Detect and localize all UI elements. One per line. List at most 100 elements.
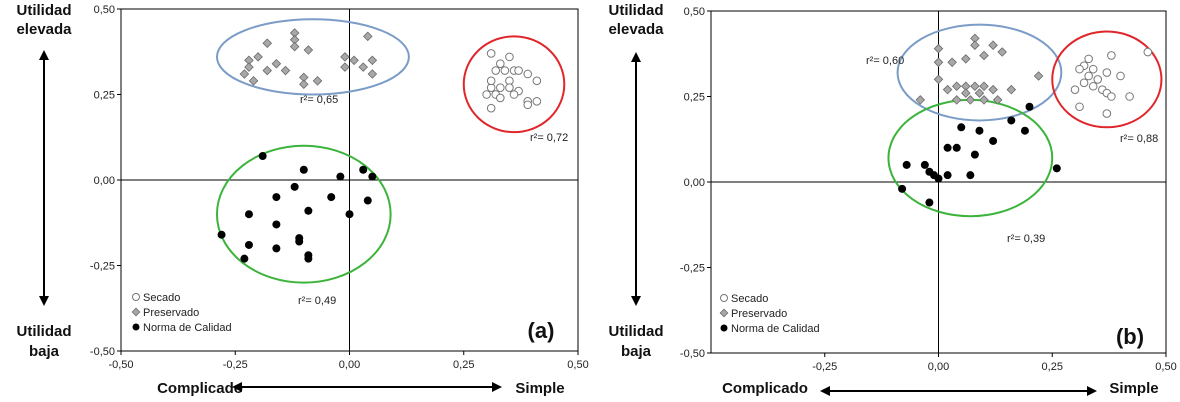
cluster-ellipse (462, 35, 566, 134)
point-norma-de-calidad (952, 143, 961, 152)
point-preservado (933, 57, 944, 68)
point-preservado (961, 54, 971, 64)
point-preservado (1033, 71, 1044, 81)
complexity-arrow-head-left (232, 382, 242, 392)
y-label-bottom-line2: baja (621, 343, 652, 360)
x-tick-label: 0,00 (339, 359, 360, 371)
point-norma-de-calidad (925, 167, 934, 176)
point-norma-de-calidad (943, 143, 952, 152)
point-norma-de-calidad (975, 126, 984, 135)
point-secado (532, 76, 542, 86)
point-secado (1107, 92, 1116, 101)
r2-label: r²= 0,39 (1007, 233, 1045, 245)
point-norma-de-calidad (363, 196, 372, 205)
x-label-left: Complicado (157, 380, 243, 397)
point-norma-de-calidad (272, 244, 281, 253)
point-preservado (340, 62, 350, 72)
legend-marker-secado (720, 294, 728, 302)
point-preservado (271, 58, 282, 69)
x-tick-label: 0,25 (1042, 361, 1063, 373)
x-tick-label: 0,50 (1155, 361, 1176, 373)
point-secado (532, 97, 542, 106)
y-label-top-line2: elevada (16, 21, 72, 38)
panel-a: -0,50 -0,25 0,00 0,25 0,50 -0,50 -0,25 0,00 0,25… (16, 2, 588, 397)
legend-marker-secado (132, 293, 140, 301)
point-preservado (262, 38, 273, 48)
y-label-bottom-line1: Utilidad (609, 323, 664, 340)
point-preservado (280, 65, 291, 76)
y-label-top-line2: elevada (608, 21, 664, 38)
y-tick-label: -0,25 (680, 263, 705, 275)
r2-label: r²= 0,65 (300, 94, 338, 106)
point-secado (1107, 51, 1116, 60)
point-secado (1116, 71, 1125, 81)
point-norma-de-calidad (258, 152, 267, 161)
legend-label: Secado (143, 292, 180, 304)
panel-label: (a) (528, 318, 555, 343)
utility-arrow-head-up (631, 52, 641, 62)
utility-arrow-head-down (39, 296, 49, 306)
point-norma-de-calidad (957, 123, 966, 132)
y-tick-label: 0,50 (684, 6, 705, 18)
y-tick-label: 0,50 (94, 4, 115, 16)
point-secado (1088, 64, 1098, 74)
point-norma-de-calidad (1052, 164, 1061, 173)
point-secado (1143, 47, 1153, 57)
y-label-top-line1: Utilidad (17, 2, 72, 19)
point-secado (1093, 75, 1103, 84)
point-secado (491, 66, 501, 75)
point-norma-de-calidad (934, 174, 943, 183)
point-secado (1079, 78, 1089, 88)
point-secado (1084, 54, 1093, 64)
point-preservado (299, 79, 309, 90)
r2-label: r²= 0,88 (1120, 133, 1158, 145)
legend-marker-preservado (719, 308, 729, 318)
point-secado (486, 76, 496, 86)
point-preservado (1006, 84, 1017, 95)
point-norma-de-calidad (217, 230, 226, 239)
point-norma-de-calidad (1025, 102, 1034, 111)
point-norma-de-calidad (920, 160, 929, 169)
point-preservado (947, 57, 957, 68)
legend-label: Norma de Calidad (143, 322, 232, 334)
r2-label: r²= 0,72 (530, 132, 568, 144)
point-preservado (253, 52, 263, 62)
point-preservado (248, 76, 259, 86)
panel-label: (b) (1116, 324, 1144, 349)
legend-label: Secado (731, 293, 768, 305)
cluster-ellipse (887, 98, 1054, 218)
point-norma-de-calidad (359, 165, 368, 174)
point-preservado (358, 62, 368, 72)
r2-label: r²= 0,60 (866, 55, 904, 67)
point-secado (496, 93, 505, 103)
y-tick-label: 0,25 (684, 92, 705, 104)
point-secado (496, 59, 505, 69)
point-secado (1088, 81, 1098, 91)
point-norma-de-calidad (336, 172, 345, 181)
point-norma-de-calidad (295, 237, 304, 246)
point-secado (482, 90, 491, 99)
point-secado (1102, 68, 1112, 77)
y-tick-label: 0,25 (94, 90, 115, 102)
point-norma-de-calidad (1007, 116, 1016, 125)
point-secado (505, 83, 514, 92)
point-norma-de-calidad (345, 210, 354, 219)
cluster-ellipse (215, 18, 410, 96)
y-tick-label: 0,00 (684, 177, 705, 189)
y-tick-label: -0,50 (680, 348, 705, 360)
point-norma-de-calidad (240, 254, 249, 263)
cluster-ellipse (896, 23, 1063, 122)
point-preservado (367, 55, 378, 66)
point-preservado (970, 40, 980, 50)
cluster-ellipse (215, 144, 392, 284)
point-secado (523, 69, 533, 79)
point-preservado (340, 52, 350, 62)
point-preservado (367, 69, 378, 79)
point-preservado (289, 41, 300, 52)
point-preservado (262, 65, 273, 76)
point-preservado (974, 88, 985, 98)
point-secado (486, 49, 496, 58)
y-tick-label: -0,50 (90, 346, 115, 358)
point-norma-de-calidad (943, 171, 952, 180)
